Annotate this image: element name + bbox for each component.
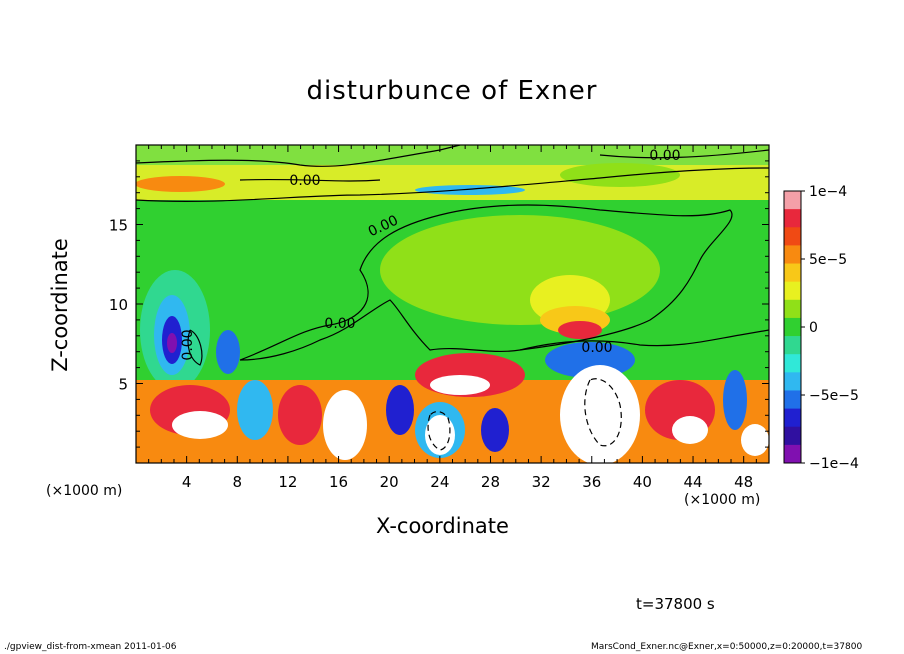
colorbar-swatch	[784, 281, 801, 301]
x-tick-label: 28	[481, 473, 500, 491]
contour-lower	[519, 329, 769, 351]
colorbar-swatch	[784, 209, 801, 228]
colorbar-swatch	[784, 227, 801, 246]
contour-dashed-2	[427, 411, 451, 451]
field-mid-lightgreen	[380, 215, 660, 325]
x-axis-label: X-coordinate	[376, 514, 509, 538]
x-unit-label-right: (×1000 m)	[684, 492, 761, 508]
contour-label: 0.00	[649, 148, 680, 164]
contour-middle	[239, 204, 733, 361]
field-low-red-2	[278, 385, 322, 445]
colorbar-label: 0	[809, 320, 818, 336]
contour-label: 0.00	[581, 340, 612, 356]
footer-data-source: MarsCond_Exner.nc@Exner,x=0:50000,z=0:20…	[591, 642, 863, 652]
x-tick-label: 48	[734, 473, 753, 491]
contour-left	[187, 329, 203, 366]
field-left-purple	[167, 333, 177, 353]
colorbar-swatch	[784, 336, 801, 355]
field-low-blue-2	[386, 385, 414, 435]
x-tick-label: 32	[532, 473, 551, 491]
colorbar-swatch	[784, 426, 801, 446]
colorbar: 1e−4 5e−5 0 −5e−5 −1e−4	[783, 184, 859, 472]
field-upper-lightgreen	[560, 163, 680, 187]
field-upper-orange	[136, 176, 225, 192]
colorbar-label: 1e−4	[809, 184, 847, 200]
field-low-white-3	[430, 375, 490, 395]
contour-upper-3	[239, 178, 381, 182]
time-label: t=37800 s	[636, 595, 715, 613]
colorbar-swatch	[784, 299, 801, 319]
colorbar-swatch	[784, 245, 801, 265]
x-tick-label: 20	[380, 473, 399, 491]
field-low-white-1	[172, 411, 228, 439]
field-low-white-6	[672, 416, 708, 444]
field-low-white-4	[425, 415, 455, 455]
contour-label: 0.00	[289, 173, 320, 189]
colorbar-swatch	[784, 354, 801, 373]
colorbar-swatch	[784, 444, 801, 464]
colorbar-label: −5e−5	[809, 388, 859, 404]
colorbar-swatch	[784, 263, 801, 283]
y-tick-label: 10	[109, 296, 128, 314]
colorbar-swatch	[784, 372, 801, 391]
contour-dashed	[584, 378, 622, 447]
y-tick-label: 15	[109, 217, 128, 235]
field-mid-red	[558, 321, 602, 339]
y-tick-label: 5	[118, 376, 128, 394]
contour-upper-2	[136, 167, 769, 202]
colorbar-swatch	[784, 408, 801, 428]
field-low-blue-7	[723, 370, 747, 430]
field-low-white-7	[741, 424, 769, 456]
x-tick-label: 12	[278, 473, 297, 491]
x-axis: 4 8 12 16 20 24 28 32 36 40 44 48	[148, 145, 757, 491]
field-low-white-2	[323, 390, 367, 460]
x-tick-label: 36	[582, 473, 601, 491]
colorbar-label: −1e−4	[809, 456, 859, 472]
colorbar-swatch	[784, 390, 801, 410]
x-tick-label: 44	[683, 473, 702, 491]
x-tick-label: 40	[633, 473, 652, 491]
contour-label: 0.00	[324, 316, 355, 332]
field-low-blue-4	[481, 408, 509, 452]
field-top-green	[136, 145, 769, 165]
x-tick-label: 24	[430, 473, 449, 491]
field-low-white-5	[560, 365, 640, 463]
x-tick-label: 16	[329, 473, 348, 491]
field-low-blue-1	[237, 380, 273, 440]
field-left2-blue	[216, 330, 240, 374]
colorbar-swatch	[784, 317, 801, 337]
x-tick-label: 4	[182, 473, 192, 491]
footer-script-name: ./gpview_dist-from-xmean 2011-01-06	[4, 642, 177, 652]
contour-label: 0.00	[180, 329, 196, 360]
chart-title: disturbunce of Exner	[306, 76, 598, 106]
colorbar-label: 5e−5	[809, 252, 847, 268]
contour-upper	[136, 145, 461, 167]
y-axis-label: Z-coordinate	[48, 238, 72, 372]
colorbar-swatch	[784, 191, 801, 210]
x-tick-label: 8	[233, 473, 243, 491]
x-unit-label-left: (×1000 m)	[46, 483, 123, 499]
y-axis: 5 10 15	[109, 160, 769, 448]
exner-field	[136, 145, 769, 463]
contour-upper-4	[599, 149, 769, 159]
